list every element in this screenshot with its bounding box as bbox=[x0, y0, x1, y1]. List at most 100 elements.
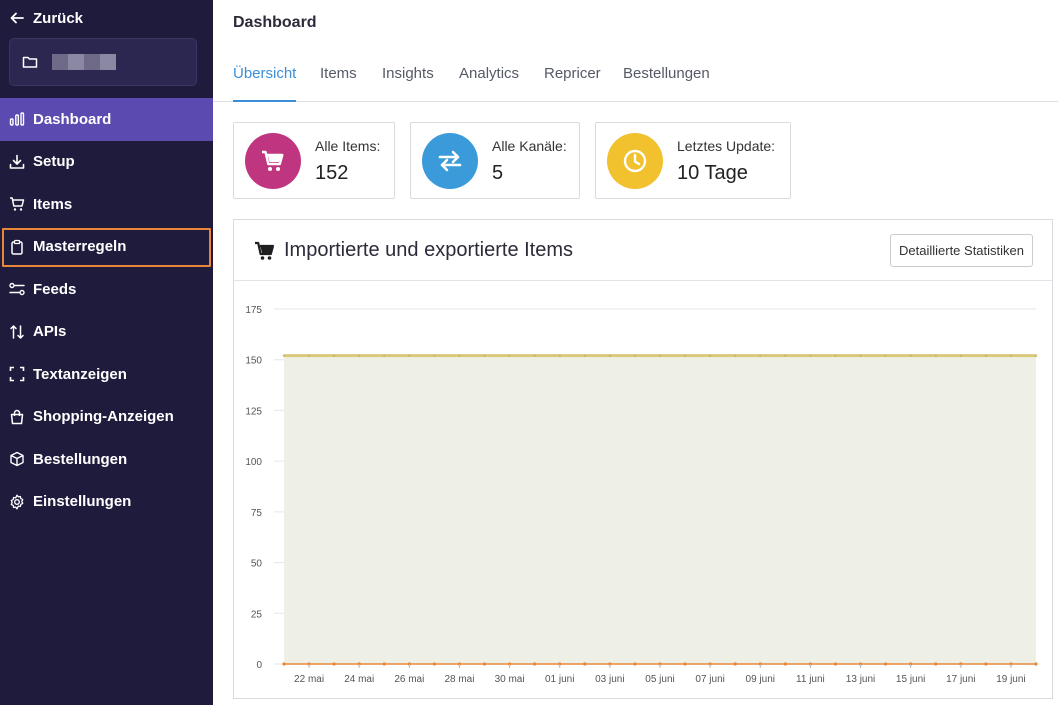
data-point bbox=[708, 354, 712, 357]
data-point bbox=[683, 354, 687, 357]
data-point bbox=[1034, 662, 1038, 666]
sidebar-item-shopping-anzeigen[interactable]: Shopping-Anzeigen bbox=[0, 396, 213, 439]
data-point bbox=[408, 354, 411, 357]
sidebar-item-label: Feeds bbox=[33, 280, 77, 298]
y-tick-label: 150 bbox=[245, 356, 262, 367]
back-link[interactable]: Zurück bbox=[9, 8, 83, 28]
gear-icon bbox=[10, 494, 24, 510]
stat-icon-circle bbox=[607, 133, 663, 189]
x-tick-label: 07 juni bbox=[695, 674, 724, 685]
redacted-project-name bbox=[52, 54, 116, 70]
data-point bbox=[633, 354, 637, 357]
stat-card-update: Letztes Update: 10 Tage bbox=[595, 122, 791, 199]
data-point bbox=[533, 662, 537, 666]
panel-header: Importierte und exportierte Items Detail… bbox=[234, 220, 1052, 281]
project-selector[interactable] bbox=[9, 38, 197, 86]
clipboard-icon bbox=[11, 239, 23, 255]
data-point bbox=[282, 354, 286, 357]
clock-icon bbox=[623, 149, 647, 173]
sidebar-item-label: Shopping-Anzeigen bbox=[33, 408, 174, 426]
stat-label: Alle Items: bbox=[315, 138, 381, 154]
tab-bar: Übersicht Items Insights Analytics Repri… bbox=[213, 50, 1058, 102]
sidebar-item-label: Bestellungen bbox=[33, 450, 128, 468]
tab-repricer[interactable]: Repricer bbox=[544, 65, 601, 82]
y-tick-label: 125 bbox=[245, 406, 262, 417]
tab-insights[interactable]: Insights bbox=[382, 65, 434, 82]
sidebar-item-bestellungen[interactable]: Bestellungen bbox=[0, 438, 213, 481]
sidebar-item-feeds[interactable]: Feeds bbox=[0, 268, 213, 311]
y-tick-label: 25 bbox=[251, 609, 263, 620]
x-tick-label: 22 mai bbox=[294, 674, 324, 685]
x-tick-label: 01 juni bbox=[545, 674, 574, 685]
tab-items[interactable]: Items bbox=[320, 65, 357, 82]
sidebar-item-setup[interactable]: Setup bbox=[0, 141, 213, 184]
x-tick-label: 17 juni bbox=[946, 674, 975, 685]
data-point bbox=[383, 354, 386, 357]
data-point bbox=[332, 354, 336, 357]
data-point bbox=[332, 662, 336, 666]
data-point bbox=[884, 662, 888, 666]
tab-bestellungen[interactable]: Bestellungen bbox=[623, 65, 710, 82]
data-point bbox=[1034, 354, 1038, 357]
x-tick-label: 30 mai bbox=[495, 674, 525, 685]
detailed-stats-button[interactable]: Detaillierte Statistiken bbox=[890, 234, 1033, 267]
shopping-bag-icon bbox=[10, 409, 24, 424]
data-point bbox=[282, 662, 286, 666]
sidebar-item-label: APIs bbox=[33, 323, 67, 341]
scan-icon bbox=[9, 366, 25, 382]
data-point bbox=[608, 354, 612, 357]
sidebar-item-label: Dashboard bbox=[33, 110, 112, 128]
x-tick-label: 26 mai bbox=[394, 674, 424, 685]
y-tick-label: 175 bbox=[245, 305, 262, 316]
sidebar-item-items[interactable]: Items bbox=[0, 183, 213, 226]
sidebar-item-dashboard[interactable]: Dashboard bbox=[0, 98, 213, 141]
data-point bbox=[934, 354, 937, 357]
bar-chart-icon bbox=[9, 112, 25, 126]
x-tick-label: 24 mai bbox=[344, 674, 374, 685]
sidebar-item-label: Textanzeigen bbox=[33, 365, 127, 383]
sidebar-item-apis[interactable]: APIs bbox=[0, 311, 213, 354]
data-point bbox=[809, 354, 812, 357]
sidebar-item-textanzeigen[interactable]: Textanzeigen bbox=[0, 353, 213, 396]
data-point bbox=[633, 662, 637, 666]
y-tick-label: 75 bbox=[251, 508, 263, 519]
tab-uebersicht[interactable]: Übersicht bbox=[233, 65, 297, 102]
data-point bbox=[482, 662, 487, 666]
toggles-icon bbox=[9, 283, 25, 296]
data-point bbox=[984, 354, 988, 357]
data-point bbox=[683, 662, 687, 666]
sidebar-nav: Dashboard Setup Items Masterregeln Feeds… bbox=[0, 98, 213, 523]
data-point bbox=[959, 354, 962, 357]
x-tick-label: 05 juni bbox=[645, 674, 674, 685]
data-point bbox=[859, 354, 862, 357]
data-point bbox=[432, 662, 436, 666]
data-point bbox=[984, 662, 988, 666]
data-point bbox=[784, 354, 787, 357]
sidebar-item-label: Items bbox=[33, 195, 73, 213]
x-tick-label: 28 mai bbox=[444, 674, 474, 685]
data-point bbox=[558, 354, 561, 357]
sidebar: Zurück Dashboard Setup Items Ma bbox=[0, 0, 213, 705]
data-point bbox=[909, 354, 912, 357]
data-point bbox=[433, 354, 436, 357]
x-tick-label: 19 juni bbox=[996, 674, 1025, 685]
data-point bbox=[458, 354, 461, 357]
sidebar-item-label: Einstellungen bbox=[33, 493, 132, 511]
tab-analytics[interactable]: Analytics bbox=[459, 65, 520, 82]
sidebar-item-masterregeln[interactable]: Masterregeln bbox=[0, 226, 213, 269]
data-point bbox=[508, 354, 511, 357]
exchange-icon bbox=[438, 150, 462, 172]
stat-icon-circle bbox=[245, 133, 301, 189]
back-label: Zurück bbox=[33, 9, 84, 27]
stat-value: 5 bbox=[492, 162, 504, 184]
panel-title: Importierte und exportierte Items bbox=[284, 239, 574, 261]
cart-icon bbox=[262, 150, 284, 171]
stat-value: 10 Tage bbox=[677, 162, 748, 184]
data-point bbox=[533, 354, 536, 357]
data-point bbox=[358, 354, 361, 357]
sidebar-item-einstellungen[interactable]: Einstellungen bbox=[0, 481, 213, 524]
box-icon bbox=[10, 452, 24, 467]
arrow-left-icon bbox=[10, 12, 24, 24]
stat-label: Alle Kanäle: bbox=[492, 138, 567, 154]
